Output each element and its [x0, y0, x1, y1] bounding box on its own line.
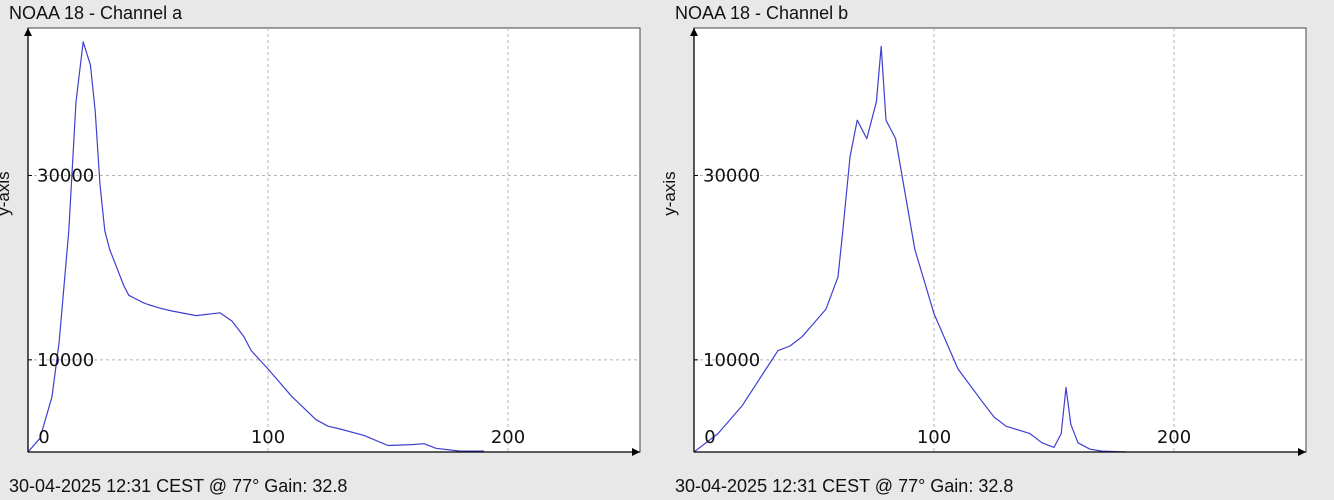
chart-panel-a: NOAA 18 - Channel a y-axis 0 100 200 10000 3… [0, 0, 641, 500]
y-tick-label: 30000 [37, 165, 94, 186]
chart-title: NOAA 18 - Channel a [9, 3, 183, 23]
plot-area [693, 27, 1307, 453]
x-axis-arrow [632, 448, 640, 456]
chart-plot: 0 100 200 10000 30000 [24, 27, 641, 456]
x-tick-label: 0 [704, 427, 715, 448]
series-line [27, 41, 484, 453]
x-axis-arrow [1298, 448, 1306, 456]
y-tick-label: 30000 [703, 165, 760, 186]
series-line [693, 45, 1127, 453]
y-tick-label: 10000 [703, 350, 760, 371]
chart-title: NOAA 18 - Channel b [675, 3, 849, 23]
x-tick-label: 100 [251, 427, 285, 448]
x-tick-label: 0 [38, 427, 49, 448]
x-tick-label: 200 [1157, 427, 1191, 448]
chart-panel-b: NOAA 18 - Channel b y-axis 0 100 200 10000 3… [660, 0, 1307, 500]
y-tick-label: 10000 [37, 350, 94, 371]
y-axis-arrow [690, 28, 698, 36]
chart-plot: 0 100 200 10000 30000 [690, 27, 1307, 456]
plot-area [27, 27, 641, 453]
status-footer: 30-04-2025 12:31 CEST @ 77° Gain: 32.8 [9, 476, 348, 496]
status-footer: 30-04-2025 12:31 CEST @ 77° Gain: 32.8 [675, 476, 1014, 496]
x-tick-label: 100 [917, 427, 951, 448]
x-tick-label: 200 [491, 427, 525, 448]
y-axis-arrow [24, 28, 32, 36]
